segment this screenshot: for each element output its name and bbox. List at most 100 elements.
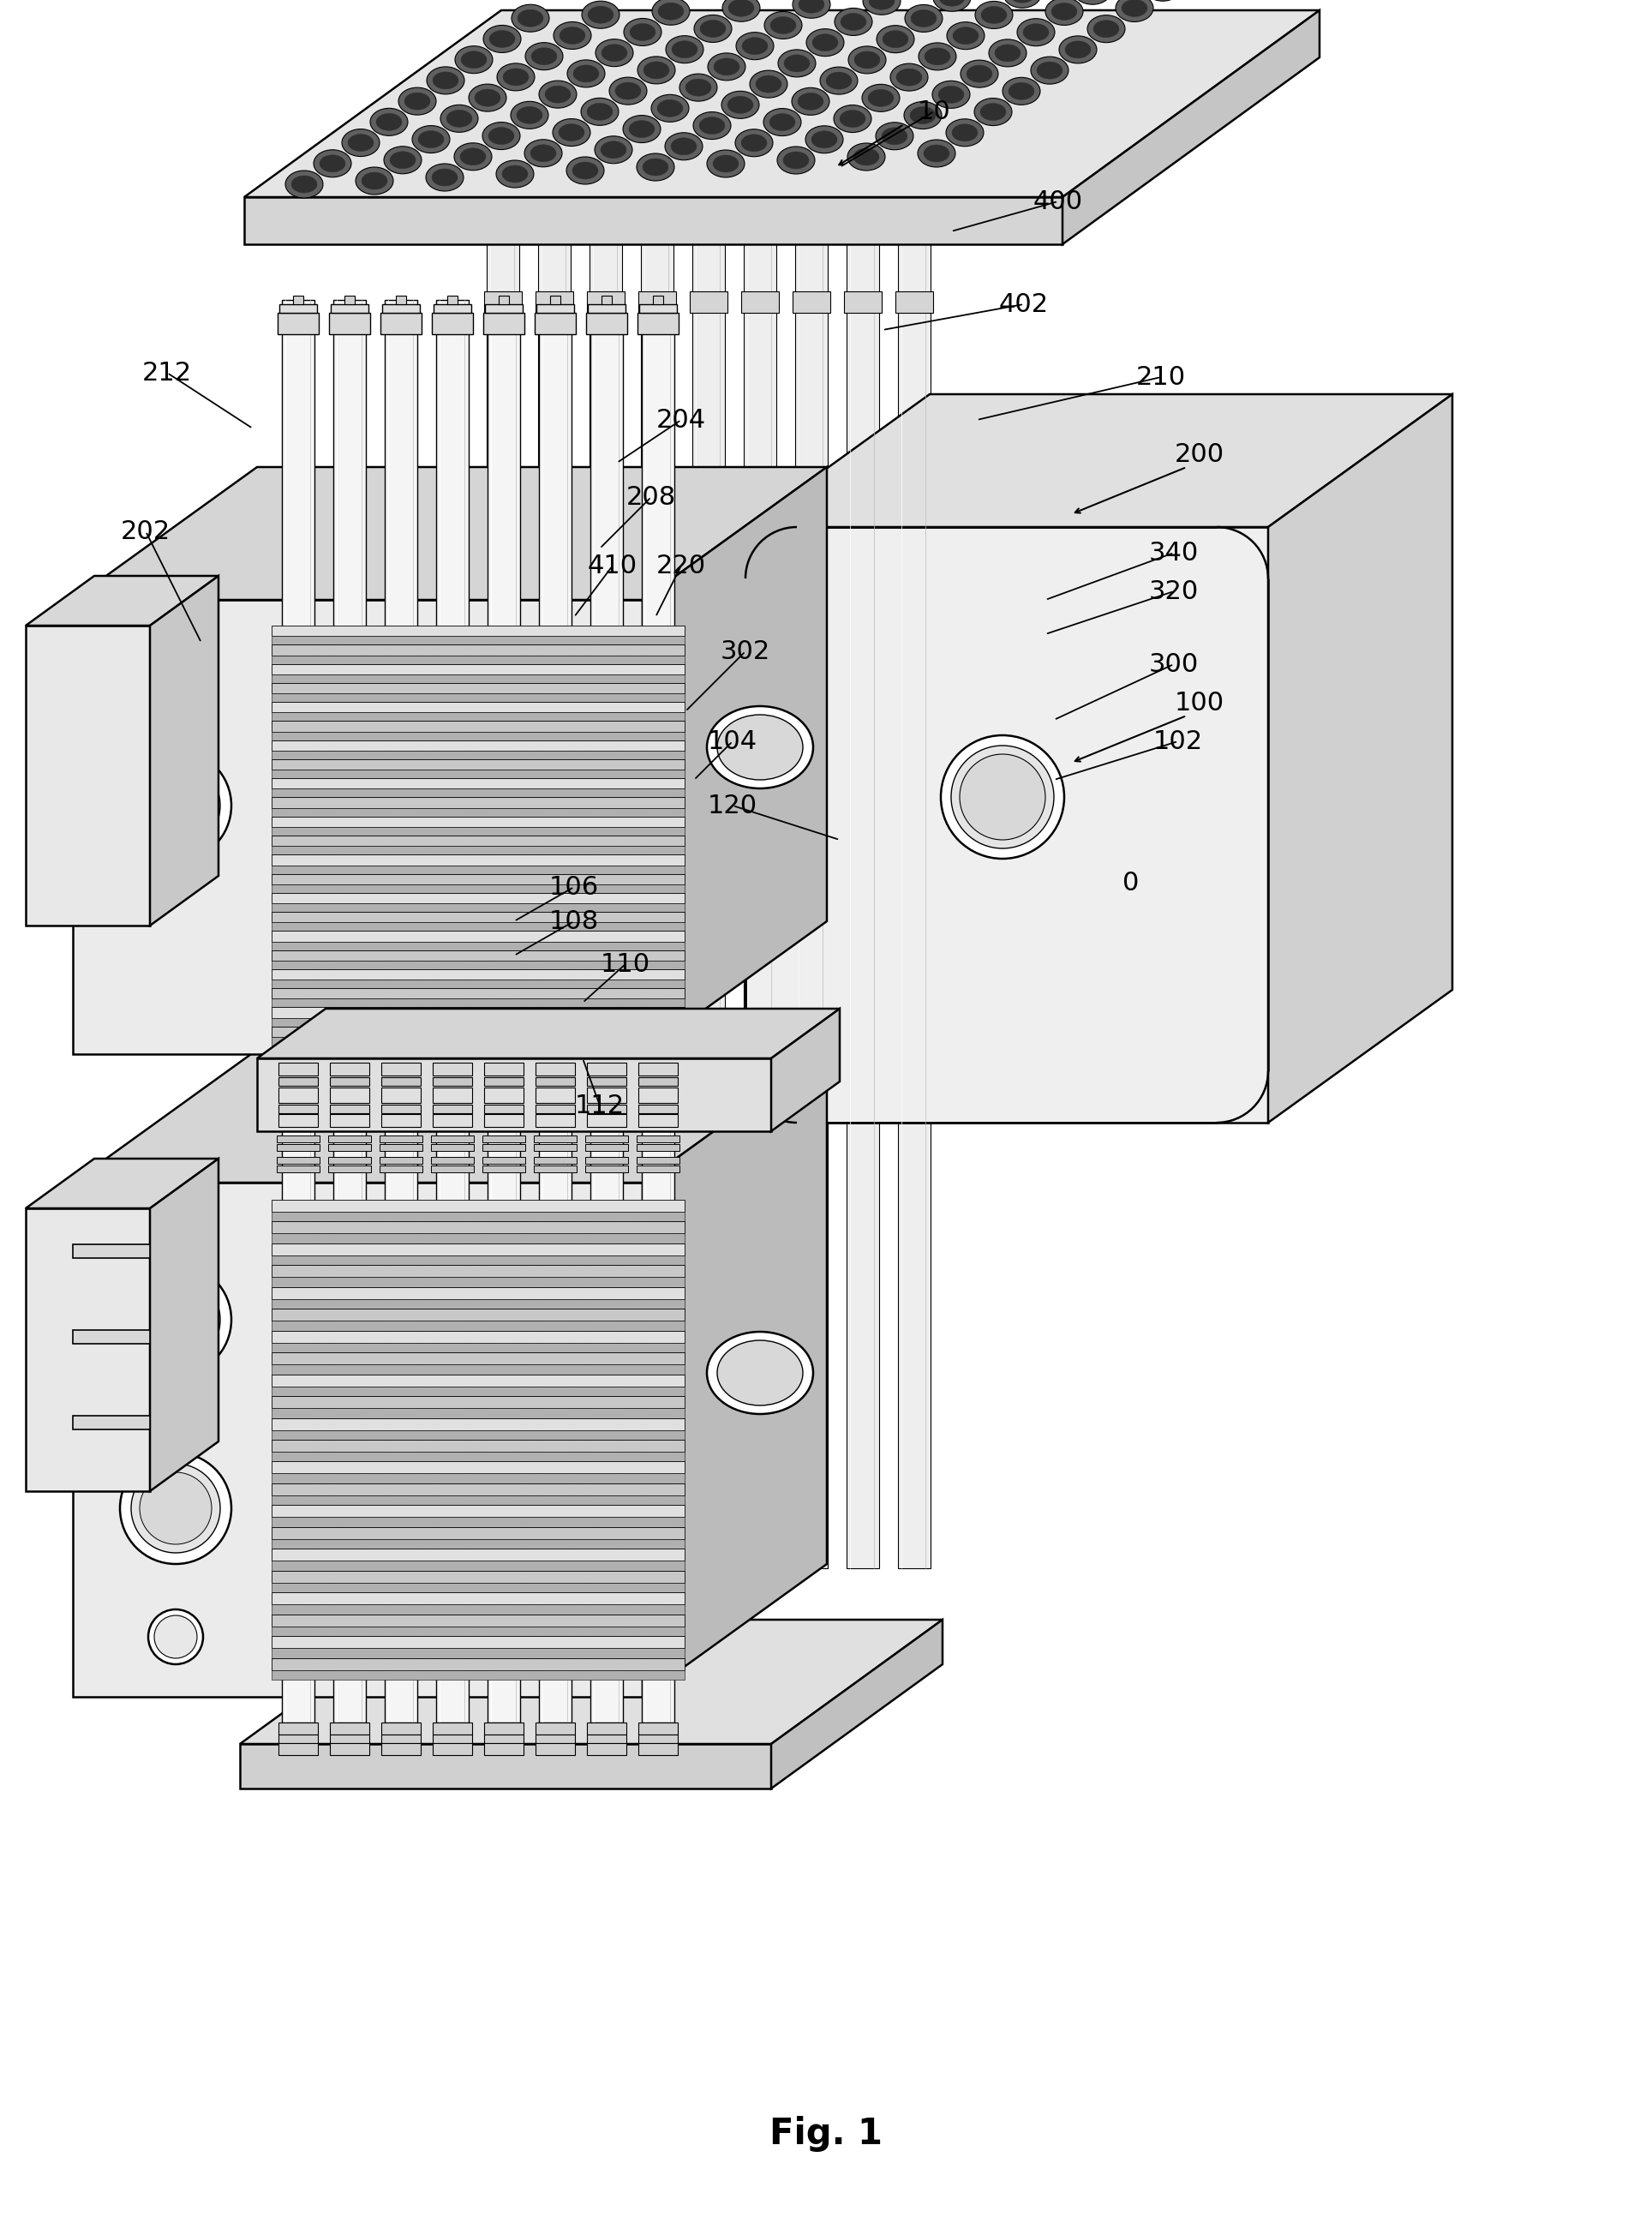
Ellipse shape xyxy=(990,40,1026,67)
Ellipse shape xyxy=(567,156,605,185)
Ellipse shape xyxy=(586,103,613,120)
Ellipse shape xyxy=(707,149,745,178)
Polygon shape xyxy=(482,1157,525,1164)
Text: Fig. 1: Fig. 1 xyxy=(770,2115,882,2151)
Ellipse shape xyxy=(601,45,628,62)
Ellipse shape xyxy=(960,60,998,87)
Ellipse shape xyxy=(131,1464,220,1554)
Polygon shape xyxy=(653,296,662,303)
Polygon shape xyxy=(244,11,1320,196)
Polygon shape xyxy=(278,1135,319,1141)
Polygon shape xyxy=(433,303,471,312)
Polygon shape xyxy=(385,301,418,1723)
Ellipse shape xyxy=(474,89,501,107)
Ellipse shape xyxy=(1059,36,1097,62)
Polygon shape xyxy=(638,1063,677,1077)
Polygon shape xyxy=(271,941,684,950)
Ellipse shape xyxy=(919,42,957,69)
Ellipse shape xyxy=(735,129,773,156)
Ellipse shape xyxy=(664,134,702,160)
Ellipse shape xyxy=(791,87,829,116)
Polygon shape xyxy=(535,1723,575,1734)
Polygon shape xyxy=(433,1077,472,1086)
Ellipse shape xyxy=(121,1453,231,1565)
Ellipse shape xyxy=(629,120,654,138)
Ellipse shape xyxy=(140,1284,211,1355)
Polygon shape xyxy=(448,296,458,303)
Ellipse shape xyxy=(638,56,676,85)
Ellipse shape xyxy=(530,145,557,163)
Ellipse shape xyxy=(154,1616,197,1658)
Ellipse shape xyxy=(938,0,965,7)
Polygon shape xyxy=(279,1743,317,1754)
Ellipse shape xyxy=(699,118,725,134)
Polygon shape xyxy=(26,1159,218,1208)
Ellipse shape xyxy=(636,154,674,181)
Polygon shape xyxy=(895,292,933,312)
Polygon shape xyxy=(271,655,684,664)
Polygon shape xyxy=(535,1114,575,1128)
Ellipse shape xyxy=(671,138,697,156)
Ellipse shape xyxy=(672,40,697,58)
Ellipse shape xyxy=(355,167,393,194)
Text: 212: 212 xyxy=(142,361,192,386)
Polygon shape xyxy=(382,1077,421,1086)
Polygon shape xyxy=(271,1244,684,1255)
Ellipse shape xyxy=(811,132,838,147)
Polygon shape xyxy=(742,292,778,312)
Polygon shape xyxy=(26,626,150,925)
Polygon shape xyxy=(771,1010,839,1130)
Polygon shape xyxy=(638,1106,677,1112)
Polygon shape xyxy=(380,1157,423,1164)
Ellipse shape xyxy=(707,53,745,80)
Polygon shape xyxy=(484,1088,524,1103)
Polygon shape xyxy=(26,575,218,626)
Polygon shape xyxy=(745,526,1269,1123)
Polygon shape xyxy=(271,1440,684,1451)
Ellipse shape xyxy=(560,27,585,45)
Polygon shape xyxy=(271,1322,684,1331)
Polygon shape xyxy=(382,1734,421,1743)
Polygon shape xyxy=(380,1135,423,1141)
Polygon shape xyxy=(271,1266,684,1277)
Polygon shape xyxy=(692,189,725,1569)
Polygon shape xyxy=(345,296,355,303)
Ellipse shape xyxy=(383,147,421,174)
Ellipse shape xyxy=(798,94,823,109)
Polygon shape xyxy=(271,798,684,807)
Ellipse shape xyxy=(806,125,843,154)
Polygon shape xyxy=(482,1143,525,1150)
Polygon shape xyxy=(271,1409,684,1418)
Polygon shape xyxy=(638,1723,677,1734)
Polygon shape xyxy=(329,312,370,334)
Polygon shape xyxy=(793,292,831,312)
Polygon shape xyxy=(271,1036,684,1045)
Ellipse shape xyxy=(722,0,760,22)
Polygon shape xyxy=(271,1221,684,1233)
Ellipse shape xyxy=(975,2,1013,29)
Polygon shape xyxy=(535,1063,575,1077)
Polygon shape xyxy=(271,865,684,874)
Polygon shape xyxy=(73,1050,828,1184)
Polygon shape xyxy=(282,301,314,1723)
Ellipse shape xyxy=(532,47,557,65)
Ellipse shape xyxy=(666,36,704,62)
Polygon shape xyxy=(499,296,509,303)
Polygon shape xyxy=(330,1088,370,1103)
Polygon shape xyxy=(334,301,365,1723)
Ellipse shape xyxy=(651,94,689,123)
Ellipse shape xyxy=(876,123,914,149)
Polygon shape xyxy=(271,1482,684,1496)
Polygon shape xyxy=(279,1106,317,1112)
Polygon shape xyxy=(534,1135,577,1141)
Ellipse shape xyxy=(862,85,900,111)
Polygon shape xyxy=(271,1008,684,1019)
Ellipse shape xyxy=(737,31,773,60)
Polygon shape xyxy=(433,1114,472,1128)
Ellipse shape xyxy=(390,152,416,169)
Ellipse shape xyxy=(867,89,894,107)
Ellipse shape xyxy=(1031,56,1069,85)
Polygon shape xyxy=(271,740,684,751)
Polygon shape xyxy=(271,1395,684,1409)
Polygon shape xyxy=(271,847,684,854)
